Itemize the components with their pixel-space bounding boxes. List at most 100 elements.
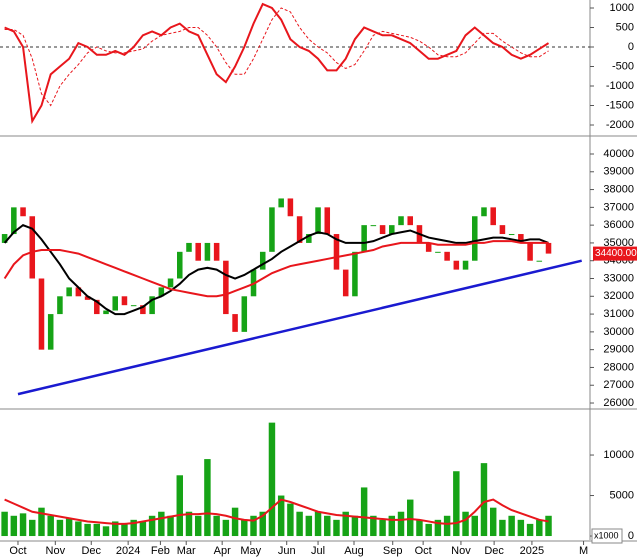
volume-bar (139, 521, 147, 537)
volume-bar (93, 523, 101, 537)
volume-bar (407, 499, 414, 537)
x-tick-label: Jun (278, 545, 296, 557)
volume-bar (158, 511, 165, 537)
volume-bar (47, 515, 54, 537)
y-tick-label: 30000 (603, 326, 634, 338)
candle (103, 310, 109, 315)
volume-bar (333, 519, 340, 537)
volume-bar (102, 526, 110, 537)
volume-bar (480, 463, 488, 537)
volume-bar (536, 519, 543, 537)
volume-bar (194, 515, 202, 537)
candle (315, 207, 321, 235)
candle (444, 251, 450, 261)
x-tick-label: Nov (451, 545, 471, 557)
candle (11, 207, 17, 235)
volume-bar (489, 507, 497, 537)
y-tick-label: 0 (628, 41, 634, 53)
candle (75, 287, 82, 297)
candle (186, 242, 192, 252)
volume-bar (148, 515, 156, 537)
y-tick-label: -500 (612, 60, 634, 72)
volume-bar (56, 519, 64, 537)
volume-bar (75, 521, 82, 537)
y-tick-label: 5000 (610, 489, 634, 501)
candle (425, 242, 432, 252)
candle (481, 207, 487, 217)
volume-bar (324, 515, 331, 537)
x-tick-label: 2024 (116, 545, 140, 557)
x-tick-label: M (579, 545, 588, 557)
candle (527, 242, 533, 261)
x-tick-label: Aug (344, 545, 364, 557)
y-tick-label: 0 (628, 530, 634, 542)
candle (140, 305, 146, 315)
candle (287, 198, 294, 217)
volume-bar (425, 523, 432, 537)
candle (435, 251, 441, 253)
y-tick-label: -1000 (606, 80, 634, 92)
volume-bar (434, 519, 442, 537)
volume-bar (121, 523, 128, 537)
candle (167, 278, 174, 288)
unit-label: x1000 (594, 530, 619, 540)
candle (177, 251, 183, 279)
candle (508, 234, 515, 236)
candle (333, 234, 340, 270)
oscillator-line (4, 7, 549, 107)
volume-bar (379, 519, 386, 537)
y-tick-label: 31000 (603, 308, 634, 320)
volume-bar (360, 487, 368, 537)
volume-bar (499, 519, 506, 537)
volume-bar (314, 511, 322, 537)
y-tick-label: 29000 (603, 344, 634, 356)
y-tick-label: -2000 (606, 119, 634, 131)
last-price-box (593, 246, 637, 261)
candle (370, 225, 377, 227)
moving-average (3, 240, 549, 298)
volume-bar (443, 515, 451, 537)
volume-bar (287, 503, 294, 537)
volume-bar (29, 519, 36, 537)
volume-bar (342, 511, 349, 537)
volume-bar (213, 515, 220, 537)
candle (342, 269, 349, 297)
candle (38, 278, 45, 350)
y-tick-label: 26000 (603, 397, 634, 409)
volume-bar (130, 519, 137, 537)
y-tick-label: -1500 (606, 99, 634, 111)
candle (223, 260, 229, 315)
volume-bar (19, 513, 27, 537)
candle (518, 234, 524, 243)
volume-bar (84, 523, 91, 537)
volume-bar (508, 515, 515, 537)
oscillator-line (4, 2, 550, 125)
y-tick-label: 38000 (603, 183, 634, 195)
volume-bar (241, 519, 248, 537)
candle (379, 225, 386, 235)
volume-bar (268, 422, 276, 537)
volume-bar (10, 515, 18, 537)
candle (278, 198, 284, 208)
volume-bar (176, 475, 183, 537)
x-tick-label: Sep (383, 545, 403, 557)
candle (20, 207, 26, 217)
candle (112, 296, 118, 311)
x-tick-label: Oct (9, 545, 26, 557)
candle (158, 287, 165, 297)
y-tick-label: 39000 (603, 166, 634, 178)
candle (352, 251, 358, 297)
candle (232, 314, 238, 332)
y-tick-label: 37000 (603, 201, 634, 213)
candle (545, 242, 552, 254)
candle (213, 242, 220, 261)
candle (296, 216, 303, 243)
y-tick-label: 32000 (603, 290, 634, 302)
y-tick-label: 27000 (603, 379, 634, 391)
volume-bar (545, 515, 552, 537)
volume-bar (222, 519, 230, 537)
volume-bar (231, 507, 239, 537)
volume-bar (416, 519, 423, 537)
candle (490, 207, 496, 226)
x-tick-label: May (240, 545, 261, 557)
